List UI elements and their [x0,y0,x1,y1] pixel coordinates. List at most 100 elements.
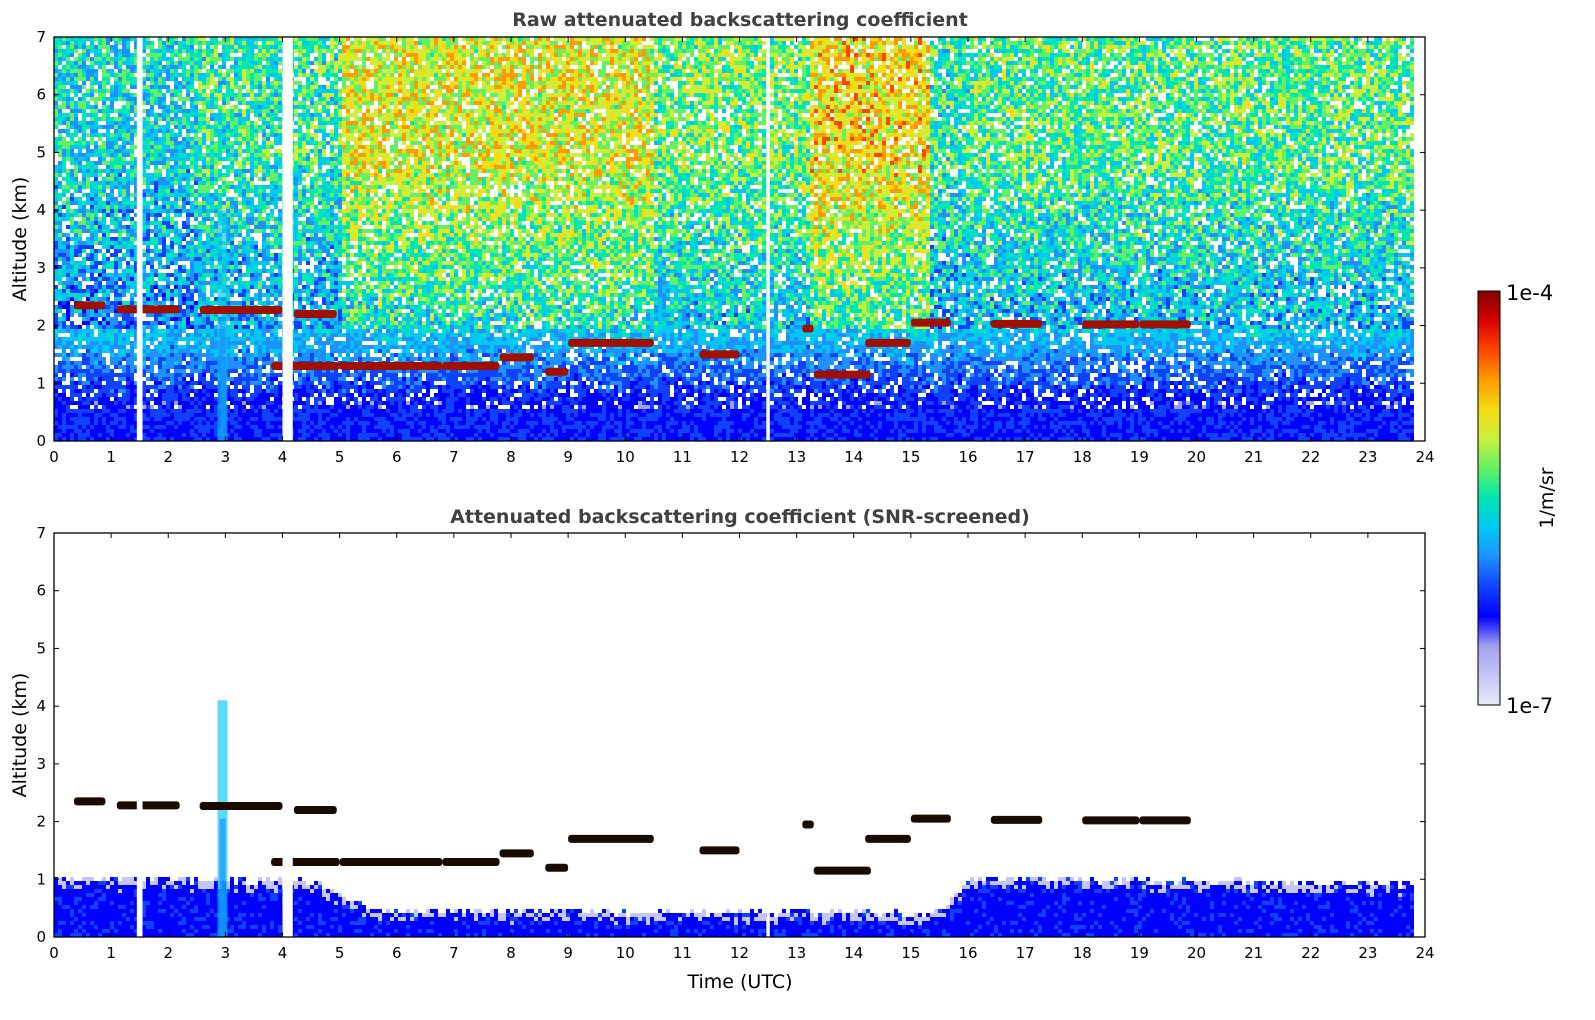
y-tick-label: 6 [36,86,46,104]
x-tick-label: 4 [278,448,288,466]
x-tick: 3 [221,37,230,466]
x-tick-label: 0 [49,944,59,962]
cloud-layer [568,834,654,843]
chart-title-screened: Attenuated backscattering coefficient (S… [450,506,1030,528]
y-tick-label: 4 [36,201,46,219]
y-tick-label: 3 [36,755,46,773]
x-tick: 11 [673,533,692,962]
x-tick: 20 [1187,37,1206,466]
x-tick: 13 [787,37,806,466]
cloud-layer [699,350,740,359]
data-gap [282,37,293,441]
x-tick-label: 16 [958,448,977,466]
y-tick-label: 5 [36,143,46,161]
y-tick-label: 2 [36,317,46,335]
x-tick-label: 4 [278,944,288,962]
backscatter-cells [342,37,930,237]
cloud-layer [199,801,283,810]
colorbar: 1e-4 1e-7 1/m/sr [1477,281,1558,718]
cloud-layer [199,305,283,314]
x-tick: 9 [563,533,573,962]
panel-raw: Raw attenuated backscattering coefficien… [9,9,1435,466]
cloud-layer [910,318,951,327]
y-tick: 2 [36,813,1425,831]
backscatter-cells [342,37,1410,309]
y-ticks-raw: 0 1 2 3 4 5 6 7 [36,28,1425,450]
aerosol-plume [217,700,228,937]
x-tick: 2 [163,533,173,962]
y-tick: 3 [36,755,1425,773]
aerosol-plume [217,210,228,441]
x-tick: 20 [1187,533,1206,962]
x-tick: 21 [1244,37,1263,466]
cloud-layer [1082,320,1140,329]
y-tick: 5 [36,143,1425,161]
plot-area-raw [54,37,1414,441]
x-tick: 22 [1301,533,1320,962]
x-tick-label: 12 [730,448,749,466]
x-tick-label: 12 [730,944,749,962]
x-tick-label: 21 [1244,448,1263,466]
y-tick: 7 [36,524,1425,542]
cloud-layer [442,857,500,866]
x-tick: 14 [844,533,863,962]
cloud-layer [813,866,871,875]
x-tick: 13 [787,533,806,962]
aerosol-plume-core [219,325,226,441]
cloud-layer [499,353,534,362]
x-tick: 23 [1358,37,1377,466]
chart-title-raw: Raw attenuated backscattering coefficien… [512,9,968,31]
x-tick-label: 19 [1130,448,1149,466]
y-tick-label: 4 [36,697,46,715]
x-tick: 11 [673,37,692,466]
y-tick: 6 [36,86,1425,104]
x-tick-label: 2 [163,944,173,962]
x-tick: 1 [106,533,116,962]
x-tick-label: 8 [506,944,516,962]
x-tick-label: 1 [106,944,116,962]
x-tick-label: 14 [844,944,863,962]
x-tick-label: 19 [1130,944,1149,962]
y-tick-label: 5 [36,639,46,657]
cloud-layer [1139,816,1191,825]
x-tick: 2 [163,37,173,466]
x-tick: 4 [278,533,288,962]
cloud-layer [293,806,337,815]
cloud-layer [545,367,569,376]
y-tick-label: 2 [36,813,46,831]
cloud-layer [699,846,740,855]
cloud-layer [271,361,340,370]
colorbar-max-label: 1e-4 [1506,281,1553,305]
x-tick-label: 6 [392,944,402,962]
x-tick-label: 3 [221,944,231,962]
y-tick: 0 [36,432,1425,450]
cloud-layer [339,361,443,370]
x-tick: 18 [1073,533,1092,962]
x-tick-label: 10 [616,448,635,466]
x-tick-label: 13 [787,448,806,466]
x-tick: 10 [616,37,635,466]
y-axis-label-screened: Altitude (km) [9,673,31,798]
y-tick: 7 [36,28,1425,46]
x-tick: 9 [563,37,573,466]
data-gap [136,37,143,441]
x-tick: 19 [1130,37,1149,466]
cloud-layer [73,301,106,310]
x-tick-label: 22 [1301,944,1320,962]
x-tick-label: 14 [844,448,863,466]
x-tick: 18 [1073,37,1092,466]
x-tick: 24 [1415,533,1435,962]
screened-cells [58,877,1406,925]
x-tick: 16 [958,37,978,466]
cloud-layer [271,857,340,866]
backscatter-cells [54,169,1414,441]
cloud-layer [293,310,337,319]
x-tick-label: 20 [1187,448,1206,466]
cloud-layer [910,814,951,823]
backscatter-cells [810,37,930,177]
x-tick: 15 [901,37,920,466]
x-tick-label: 8 [506,448,516,466]
x-tick-label: 18 [1073,944,1092,962]
x-tick-label: 7 [449,944,459,962]
x-tick: 10 [616,533,635,962]
